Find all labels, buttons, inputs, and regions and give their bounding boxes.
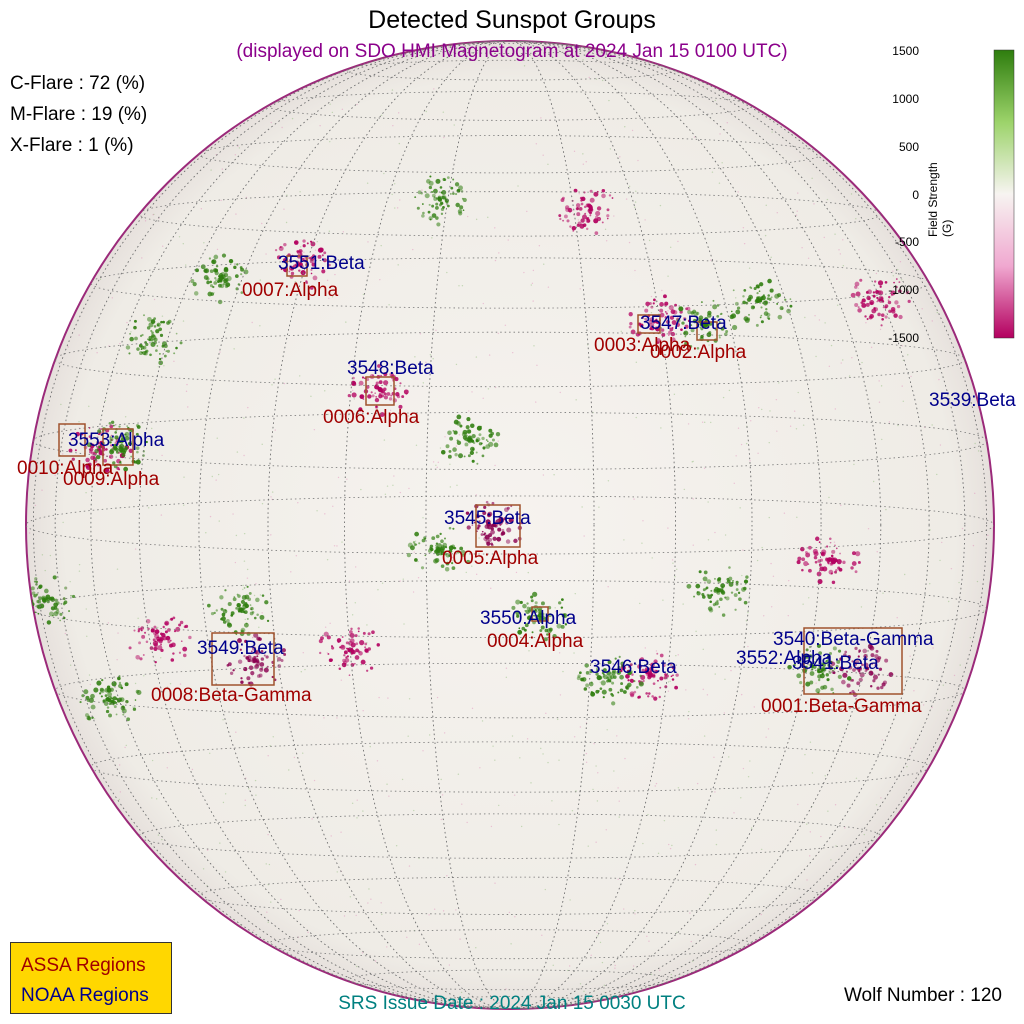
colorbar-tick: -500 <box>894 235 919 249</box>
magnetic-field-patches <box>26 46 989 1006</box>
assa-region-label: 0008:Beta-Gamma <box>151 685 312 706</box>
noaa-region-label: 3550:Alpha <box>480 608 577 629</box>
srs-issue-date: SRS Issue Date : 2024 Jan 15 0030 UTC <box>338 993 686 1014</box>
noaa-region-label: 3547:Beta <box>640 313 727 334</box>
chart-title: Detected Sunspot Groups <box>368 6 656 34</box>
noaa-region-label: 3541:Beta <box>792 653 879 674</box>
assa-region-label: 0002:Alpha <box>650 342 747 363</box>
noaa-region-label: 3546:Beta <box>590 657 677 678</box>
noaa-region-label: 3545:Beta <box>444 508 531 529</box>
noaa-region-label: 3551:Beta <box>278 253 365 274</box>
noaa-region-label: 3548:Beta <box>347 358 434 379</box>
wolf-number: Wolf Number : 120 <box>843 985 1002 1006</box>
m-flare-probability: M-Flare : 19 (%) <box>10 104 148 125</box>
assa-region-label: 0005:Alpha <box>442 548 539 569</box>
assa-region-label: 0007:Alpha <box>242 280 339 301</box>
assa-region-label: 0003:Alpha <box>594 335 691 356</box>
x-flare-probability: X-Flare : 1 (%) <box>10 135 134 156</box>
noaa-region-label: 3552:Alpha <box>736 648 833 669</box>
colorbar-tick: -1000 <box>888 283 919 297</box>
colorbar-label: Field Strength (G) <box>926 162 954 237</box>
assa-region-label: 0004:Alpha <box>487 631 584 652</box>
colorbar-tick: 500 <box>898 140 919 154</box>
legend-assa-regions: ASSA Regions <box>21 955 146 976</box>
colorbar-tick: -1500 <box>888 331 919 345</box>
assa-region-label: 0001:Beta-Gamma <box>761 696 922 717</box>
noaa-region-label: 3549:Beta <box>197 638 284 659</box>
legend-noaa-regions: NOAA Regions <box>21 985 149 1006</box>
heliographic-grid <box>26 41 994 1009</box>
noaa-region-label: 3540:Beta-Gamma <box>773 629 934 650</box>
assa-region-label: 0009:Alpha <box>63 469 160 490</box>
noaa-region-label: 3539:Beta <box>929 390 1016 411</box>
noaa-region-label: 3553:Alpha <box>68 430 165 451</box>
colorbar-tick: 0 <box>912 188 919 202</box>
colorbar-tick: 1500 <box>892 44 919 58</box>
assa-region-label: 0010:Alpha <box>17 458 114 479</box>
region-boxes <box>58 255 903 695</box>
c-flare-probability: C-Flare : 72 (%) <box>10 73 146 94</box>
colorbar-tick: 1000 <box>892 92 919 106</box>
legend: ASSA Regions NOAA Regions <box>10 942 172 1014</box>
colorbar <box>993 49 1015 339</box>
chart-subtitle: (displayed on SDO HMI Magnetogram at 202… <box>236 41 788 62</box>
assa-region-label: 0006:Alpha <box>323 407 420 428</box>
